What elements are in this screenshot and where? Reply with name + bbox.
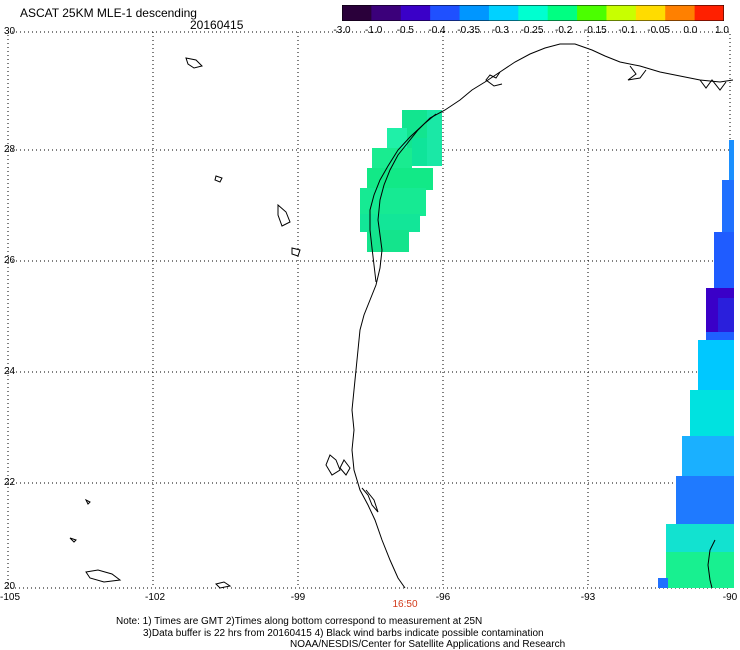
colorbar-segment xyxy=(694,5,724,21)
colorbar-tick-label: -0.5 xyxy=(396,25,414,36)
colorbar-segment xyxy=(577,5,608,21)
colorbar-segment xyxy=(342,5,372,21)
colorbar-tick-label: -0.25 xyxy=(520,25,544,36)
colorbar-segment xyxy=(518,5,549,21)
colorbar-tick-label: -3.0 xyxy=(333,25,351,36)
wind-swath-texas xyxy=(360,110,442,252)
footer-note-1: Note: 1) Times are GMT 2)Times along bot… xyxy=(116,616,483,627)
lon-label-102: -102 xyxy=(144,592,166,603)
wind-swath-east xyxy=(658,140,734,588)
colorbar-tick-label: -0.2 xyxy=(555,25,573,36)
map-date: 20160415 xyxy=(190,18,244,32)
colorbar-segment xyxy=(488,5,519,21)
colorbar-segment xyxy=(371,5,402,21)
colorbar-segments xyxy=(342,5,724,21)
colorbar-segment xyxy=(430,5,461,21)
colorbar xyxy=(342,5,724,21)
lon-label-93: -93 xyxy=(580,592,596,603)
footer-note-3: NOAA/NESDIS/Center for Satellite Applica… xyxy=(290,639,566,650)
map-title: ASCAT 25KM MLE-1 descending xyxy=(20,6,197,20)
colorbar-tick-label: -1.0 xyxy=(365,25,383,36)
colorbar-segment xyxy=(606,5,637,21)
lon-label-99: -99 xyxy=(290,592,306,603)
colorbar-segment xyxy=(459,5,490,21)
lat-label-22: 22 xyxy=(4,477,16,488)
coastline xyxy=(325,43,734,589)
colorbar-segment xyxy=(400,5,431,21)
lon-label-105: -105 xyxy=(0,592,21,603)
map-frame xyxy=(7,31,731,589)
lat-label-24: 24 xyxy=(4,366,16,377)
colorbar-tick-label: -0.3 xyxy=(491,25,509,36)
colorbar-segment xyxy=(547,5,578,21)
map-gridlines xyxy=(8,32,730,588)
footer-note-2: 3)Data buffer is 22 hrs from 20160415 4)… xyxy=(143,628,544,639)
colorbar-tick-label: 0.0 xyxy=(683,25,698,36)
lat-label-28: 28 xyxy=(4,144,16,155)
lat-label-26: 26 xyxy=(4,255,16,266)
lat-label-20: 20 xyxy=(4,581,16,592)
colorbar-tick-label: -0.4 xyxy=(428,25,446,36)
colorbar-tick-label: -0.1 xyxy=(618,25,636,36)
colorbar-segment xyxy=(665,5,696,21)
colorbar-tick-label: -0.05 xyxy=(647,25,671,36)
colorbar-segment xyxy=(635,5,666,21)
lon-label-96: -96 xyxy=(435,592,451,603)
colorbar-tick-label: 1.0 xyxy=(715,25,729,36)
lat-label-30: 30 xyxy=(4,26,16,37)
colorbar-tick-label: -0.35 xyxy=(457,25,481,36)
islands xyxy=(69,57,301,589)
colorbar-tick-label: -0.15 xyxy=(583,25,607,36)
pass-time-label: 16:50 xyxy=(392,599,418,610)
lon-label-90: -90 xyxy=(722,592,738,603)
